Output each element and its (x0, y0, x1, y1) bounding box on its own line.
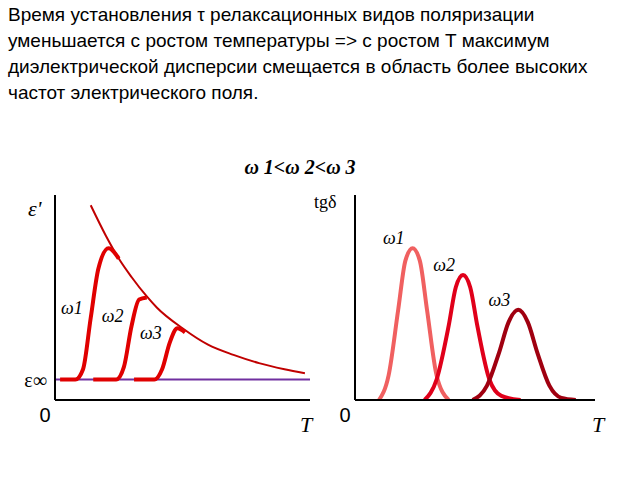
svg-text:ω3: ω3 (140, 323, 162, 343)
html-text:Время установления τ релаксаци: Время установления τ релаксационных видо… (8, 4, 588, 103)
svg-text:ω1: ω1 (383, 228, 405, 248)
svg-text:ε∞: ε∞ (24, 369, 47, 391)
svg-text:ω3: ω3 (488, 290, 510, 310)
html-text:T: T (300, 412, 313, 437)
svg-text:0: 0 (39, 404, 50, 426)
html-text:ω 1<ω 2<ω 3: ω 1<ω 2<ω 3 (244, 156, 356, 178)
html-text:tgδ: tgδ (314, 192, 337, 212)
svg-text:0: 0 (339, 404, 350, 426)
html-text:T: T (592, 412, 605, 437)
svg-text:ω2: ω2 (433, 255, 455, 275)
svg-text:ω2: ω2 (102, 306, 124, 326)
svg-text:ω1: ω1 (61, 298, 83, 318)
html-text:ε': ε' (28, 196, 42, 221)
